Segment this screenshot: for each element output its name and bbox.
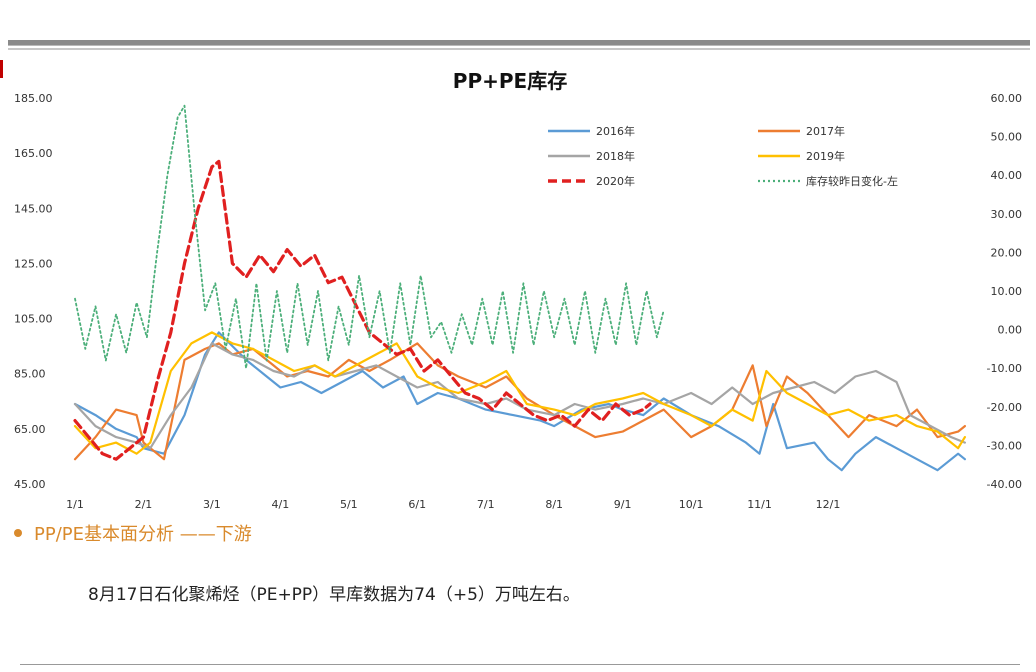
x-tick-label: 9/1 xyxy=(614,498,632,511)
legend-label-5: 库存较昨日变化-左 xyxy=(806,174,898,188)
section-heading-text: PP/PE基本面分析 ——下游 xyxy=(34,524,252,545)
right-tick-label: -10.00 xyxy=(987,362,1022,375)
legend-label-1: 2017年 xyxy=(806,124,845,138)
right-tick-label: 0.00 xyxy=(998,324,1023,337)
legend-label-4: 2020年 xyxy=(596,174,635,188)
right-tick-label: 10.00 xyxy=(991,285,1023,298)
chart-title: PP+PE库存 xyxy=(453,69,567,93)
left-tick-label: 45.00 xyxy=(14,478,46,491)
right-tick-label: 50.00 xyxy=(991,131,1023,144)
left-tick-label: 85.00 xyxy=(14,368,46,381)
x-tick-label: 2/1 xyxy=(135,498,153,511)
footer-rule xyxy=(20,664,1020,665)
left-tick-label: 145.00 xyxy=(14,202,53,215)
left-y-axis: 185.00 165.00 145.00 125.00 105.00 85.00 65.00… xyxy=(14,92,53,491)
x-tick-label: 11/1 xyxy=(747,498,772,511)
x-tick-label: 5/1 xyxy=(340,498,358,511)
header-rule-secondary xyxy=(8,48,1030,50)
legend-label-0: 2016年 xyxy=(596,124,635,138)
series-line-0 xyxy=(73,331,966,472)
right-tick-label: 60.00 xyxy=(991,92,1023,105)
left-tick-label: 165.00 xyxy=(14,147,53,160)
x-tick-label: 6/1 xyxy=(408,498,426,511)
right-tick-label: -30.00 xyxy=(987,439,1022,452)
left-tick-label: 105.00 xyxy=(14,313,53,326)
x-tick-label: 3/1 xyxy=(203,498,221,511)
x-tick-label: 8/1 xyxy=(545,498,563,511)
x-tick-label: 7/1 xyxy=(477,498,495,511)
series-line-3 xyxy=(73,331,966,455)
x-tick-label: 10/1 xyxy=(679,498,704,511)
right-y-axis: 60.00 50.00 40.00 30.00 20.00 10.00 0.00 -10.00… xyxy=(987,92,1022,491)
inventory-chart: PP+PE库存 185.00 165.00 145.00 125.00 105.00 85… xyxy=(14,69,1022,511)
slide-accent-mark xyxy=(0,60,3,78)
right-tick-label: -20.00 xyxy=(987,401,1022,414)
series-line-4 xyxy=(73,159,652,461)
legend-label-2: 2018年 xyxy=(596,149,635,163)
x-tick-label: 4/1 xyxy=(272,498,290,511)
header-rule xyxy=(8,40,1030,46)
inventory-note: 8月17日石化聚烯烃（PE+PP）早库数据为74（+5）万吨左右。 xyxy=(88,585,580,605)
left-tick-label: 185.00 xyxy=(14,92,53,105)
right-tick-label: 40.00 xyxy=(991,169,1023,182)
left-tick-label: 125.00 xyxy=(14,257,53,270)
plot-area xyxy=(73,104,966,472)
x-tick-label: 1/1 xyxy=(66,498,84,511)
left-tick-label: 65.00 xyxy=(14,423,46,436)
x-tick-label: 12/1 xyxy=(816,498,841,511)
chart-legend: 2016年 2017年 2018年 2019年 2020年 库存较昨日变化-左 xyxy=(548,124,898,188)
series-line-5 xyxy=(74,104,665,370)
right-tick-label: -40.00 xyxy=(987,478,1022,491)
section-heading: PP/PE基本面分析 ——下游 xyxy=(14,520,252,546)
series-line-2 xyxy=(73,342,966,450)
x-axis: 1/1 2/1 3/1 4/1 5/1 6/1 7/1 8/1 9/1 10/1 11/1 12/1 xyxy=(66,498,840,511)
series-line-1 xyxy=(73,342,966,461)
right-tick-label: 20.00 xyxy=(991,246,1023,259)
legend-label-3: 2019年 xyxy=(806,149,845,163)
right-tick-label: 30.00 xyxy=(991,208,1023,221)
bullet-icon xyxy=(14,529,22,537)
